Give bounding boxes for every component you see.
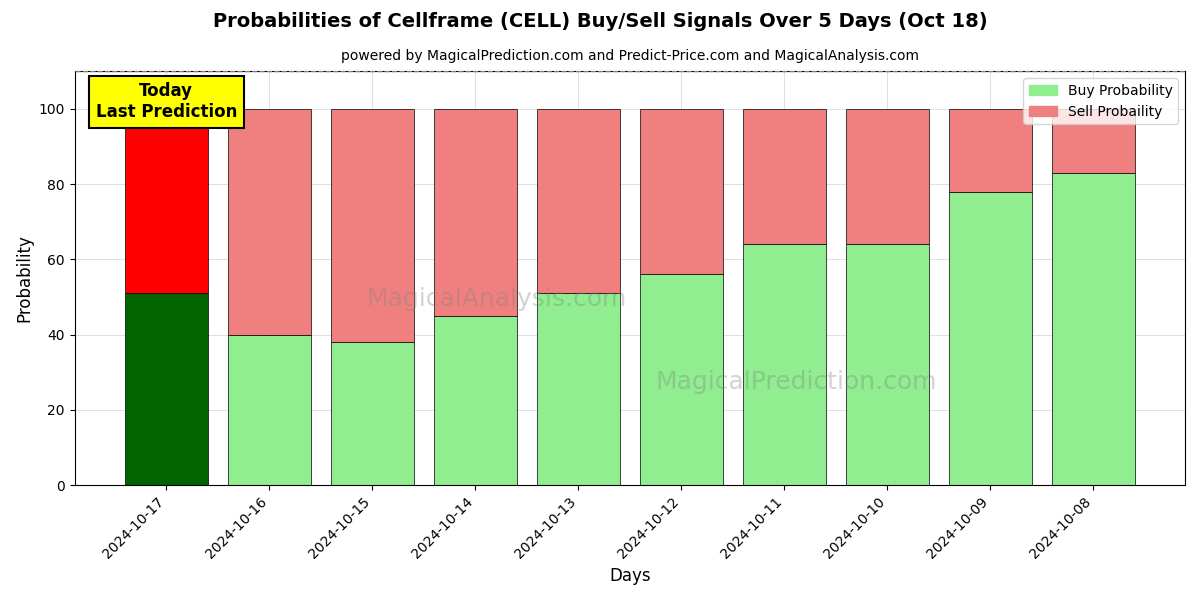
Y-axis label: Probability: Probability [16, 234, 34, 322]
Bar [125, 293, 208, 485]
Bar [228, 109, 311, 335]
Text: MagicalAnalysis.com: MagicalAnalysis.com [366, 287, 626, 311]
Bar [1052, 109, 1134, 173]
Bar [949, 191, 1032, 485]
Bar [743, 244, 826, 485]
Bar [640, 274, 722, 485]
Text: Probabilities of Cellframe (CELL) Buy/Sell Signals Over 5 Days (Oct 18): Probabilities of Cellframe (CELL) Buy/Se… [212, 12, 988, 31]
Bar [434, 109, 516, 316]
Bar [743, 109, 826, 244]
Bar [331, 342, 414, 485]
Bar [228, 335, 311, 485]
Bar [331, 109, 414, 342]
Bar [640, 109, 722, 274]
Bar [434, 316, 516, 485]
Text: Today
Last Prediction: Today Last Prediction [96, 82, 238, 121]
Text: MagicalPrediction.com: MagicalPrediction.com [655, 370, 937, 394]
Legend: Buy Probability, Sell Probaility: Buy Probability, Sell Probaility [1024, 78, 1178, 124]
Bar [125, 109, 208, 293]
Bar [949, 109, 1032, 191]
Bar [846, 109, 929, 244]
X-axis label: Days: Days [610, 567, 650, 585]
Bar [538, 293, 619, 485]
Bar [846, 244, 929, 485]
Title: powered by MagicalPrediction.com and Predict-Price.com and MagicalAnalysis.com: powered by MagicalPrediction.com and Pre… [341, 49, 919, 63]
Bar [538, 109, 619, 293]
Bar [1052, 173, 1134, 485]
